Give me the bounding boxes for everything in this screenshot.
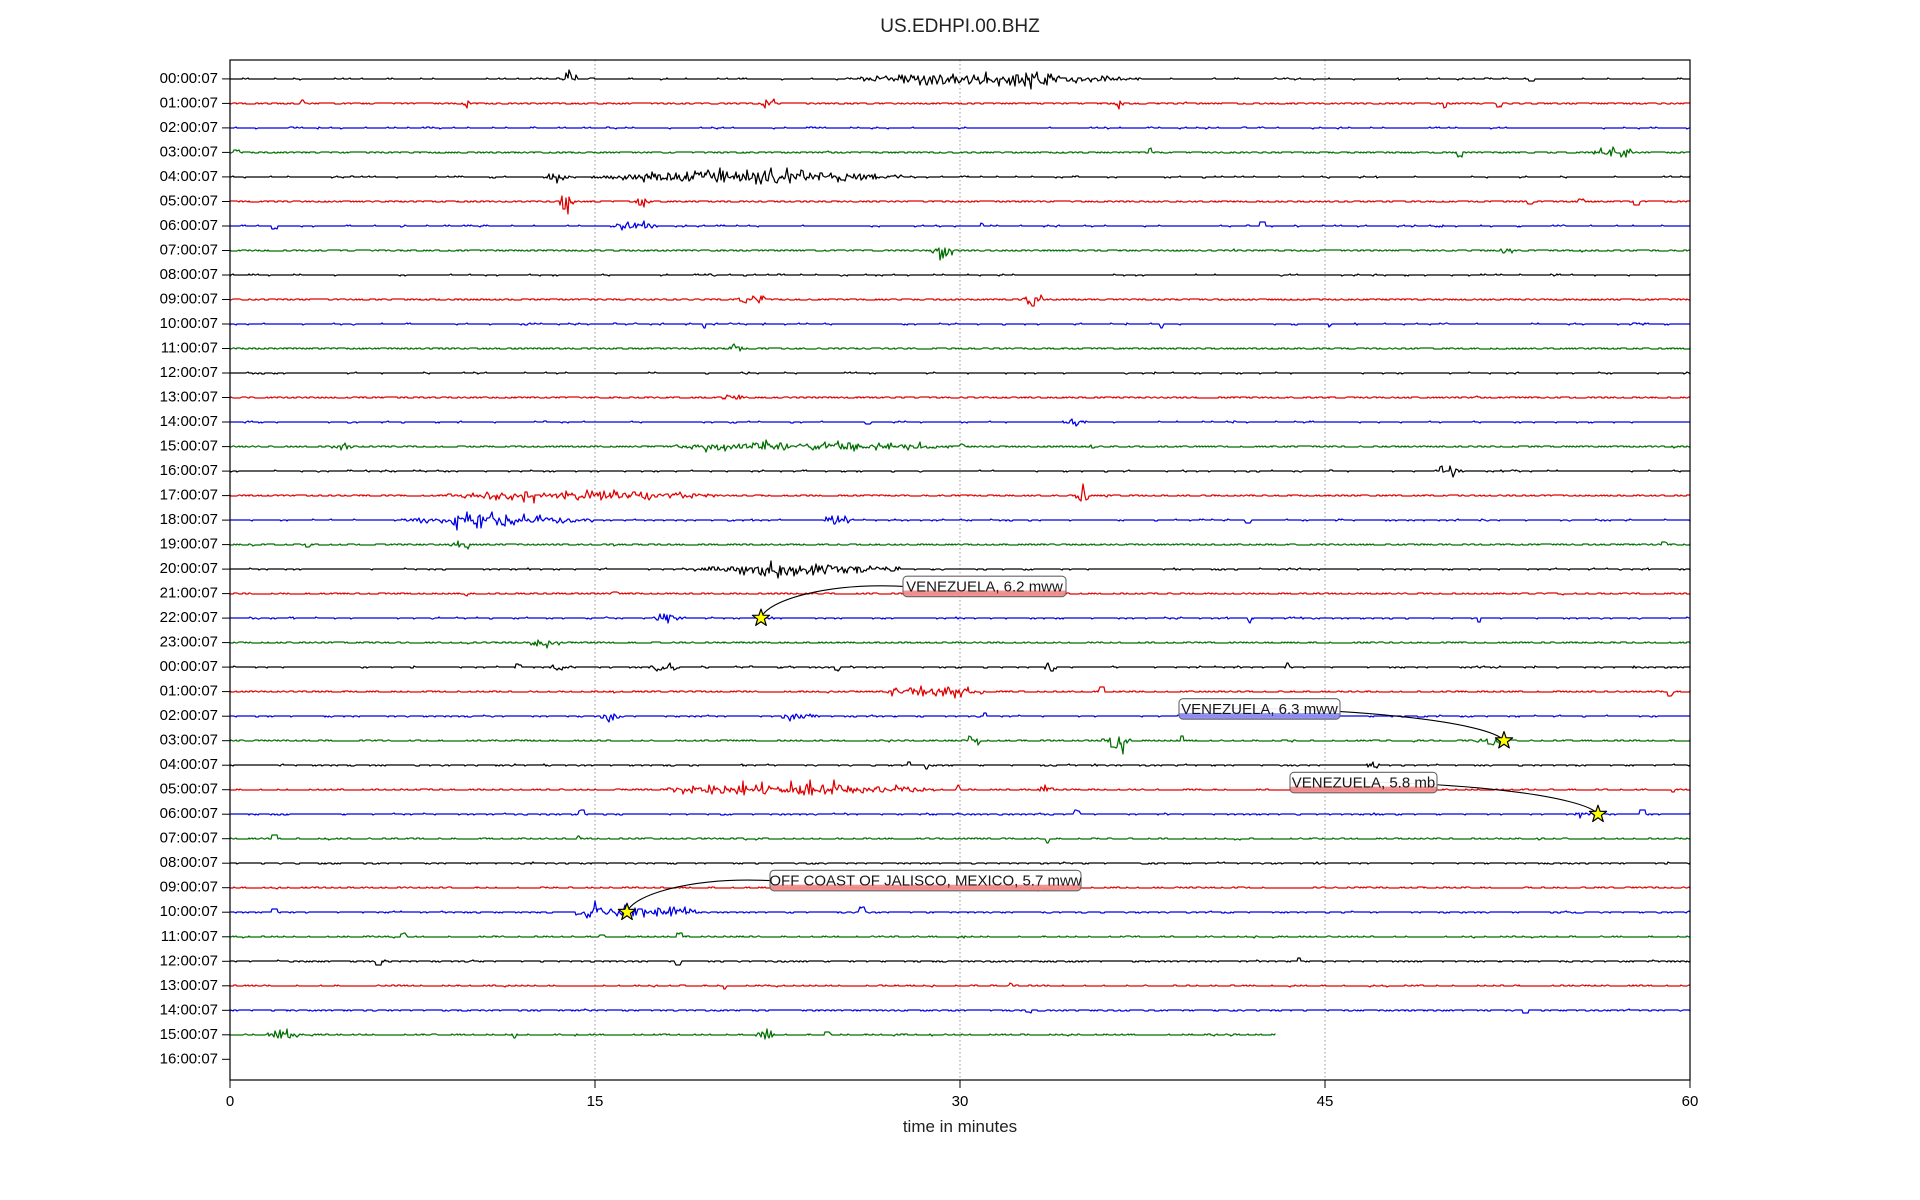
- svg-text:01:00:07: 01:00:07: [160, 94, 218, 111]
- svg-text:0: 0: [226, 1093, 234, 1110]
- svg-text:12:00:07: 12:00:07: [160, 364, 218, 381]
- svg-text:13:00:07: 13:00:07: [160, 388, 218, 405]
- svg-text:00:00:07: 00:00:07: [160, 70, 218, 87]
- svg-text:19:00:07: 19:00:07: [160, 536, 218, 553]
- svg-text:US.EDHPI.00.BHZ: US.EDHPI.00.BHZ: [880, 16, 1040, 37]
- svg-text:14:00:07: 14:00:07: [160, 1001, 218, 1018]
- svg-text:08:00:07: 08:00:07: [160, 266, 218, 283]
- svg-text:VENEZUELA, 6.2 mww: VENEZUELA, 6.2 mww: [906, 578, 1063, 595]
- svg-text:04:00:07: 04:00:07: [160, 168, 218, 185]
- svg-text:03:00:07: 03:00:07: [160, 732, 218, 749]
- svg-text:60: 60: [1682, 1093, 1699, 1110]
- svg-text:09:00:07: 09:00:07: [160, 879, 218, 896]
- svg-text:02:00:07: 02:00:07: [160, 119, 218, 136]
- svg-text:time in minutes: time in minutes: [903, 1117, 1017, 1136]
- svg-text:15: 15: [587, 1093, 604, 1110]
- svg-text:05:00:07: 05:00:07: [160, 781, 218, 798]
- svg-text:17:00:07: 17:00:07: [160, 487, 218, 504]
- svg-text:05:00:07: 05:00:07: [160, 192, 218, 209]
- svg-text:30: 30: [952, 1093, 969, 1110]
- svg-text:13:00:07: 13:00:07: [160, 977, 218, 994]
- svg-text:45: 45: [1317, 1093, 1334, 1110]
- svg-text:03:00:07: 03:00:07: [160, 143, 218, 160]
- svg-text:16:00:07: 16:00:07: [160, 462, 218, 479]
- svg-text:06:00:07: 06:00:07: [160, 805, 218, 822]
- svg-text:09:00:07: 09:00:07: [160, 290, 218, 307]
- svg-text:23:00:07: 23:00:07: [160, 634, 218, 651]
- svg-text:10:00:07: 10:00:07: [160, 903, 218, 920]
- svg-text:07:00:07: 07:00:07: [160, 830, 218, 847]
- svg-text:08:00:07: 08:00:07: [160, 854, 218, 871]
- svg-text:OFF COAST OF JALISCO, MEXICO,: OFF COAST OF JALISCO, MEXICO, 5.7 mww: [769, 873, 1081, 890]
- svg-text:12:00:07: 12:00:07: [160, 952, 218, 969]
- svg-text:01:00:07: 01:00:07: [160, 683, 218, 700]
- svg-text:16:00:07: 16:00:07: [160, 1050, 218, 1067]
- svg-text:15:00:07: 15:00:07: [160, 1026, 218, 1043]
- svg-text:15:00:07: 15:00:07: [160, 438, 218, 455]
- svg-text:04:00:07: 04:00:07: [160, 756, 218, 773]
- svg-text:22:00:07: 22:00:07: [160, 609, 218, 626]
- svg-text:VENEZUELA, 5.8 mb: VENEZUELA, 5.8 mb: [1292, 774, 1435, 791]
- svg-text:VENEZUELA, 6.3 mww: VENEZUELA, 6.3 mww: [1181, 701, 1338, 718]
- svg-text:18:00:07: 18:00:07: [160, 511, 218, 528]
- svg-text:14:00:07: 14:00:07: [160, 413, 218, 430]
- svg-text:11:00:07: 11:00:07: [161, 928, 218, 945]
- svg-text:10:00:07: 10:00:07: [160, 315, 218, 332]
- svg-text:07:00:07: 07:00:07: [160, 241, 218, 258]
- svg-text:11:00:07: 11:00:07: [161, 339, 218, 356]
- svg-text:20:00:07: 20:00:07: [160, 560, 218, 577]
- svg-text:06:00:07: 06:00:07: [160, 217, 218, 234]
- svg-text:00:00:07: 00:00:07: [160, 658, 218, 675]
- svg-text:21:00:07: 21:00:07: [160, 585, 218, 602]
- svg-text:02:00:07: 02:00:07: [160, 707, 218, 724]
